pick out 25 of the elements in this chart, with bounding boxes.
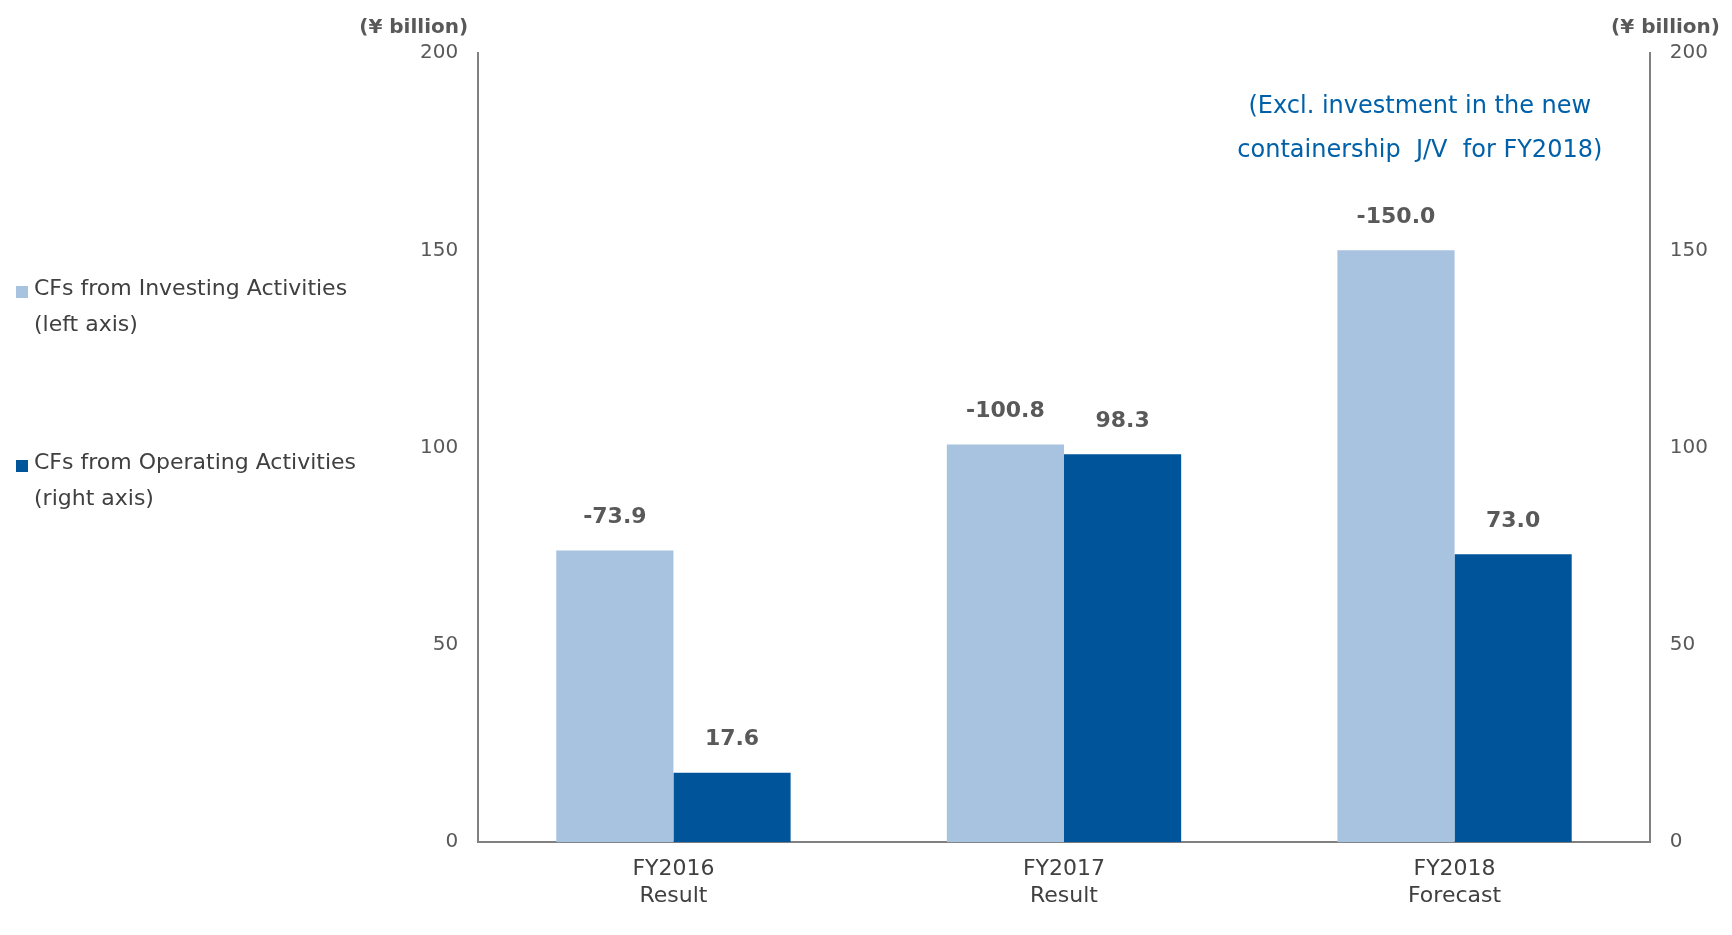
- x-tick-label: FY2017 Result: [1022, 855, 1106, 907]
- y-axis-title: (¥ billion): [359, 14, 469, 39]
- y2-axis-title: (¥ billion): [1611, 14, 1720, 39]
- annotation: (Excl. investment in the new containership J/V for FY2018): [1237, 91, 1603, 164]
- y2-tick-label: 200: [1669, 39, 1709, 64]
- y-tick-label: 0: [445, 828, 459, 853]
- y-tick-label: 50: [432, 631, 459, 656]
- legend-label: CFs from Investing Activities (left axis): [34, 274, 348, 338]
- y2-tick-label: 150: [1669, 236, 1709, 261]
- x-tick-label: FY2018 Forecast: [1408, 855, 1502, 907]
- bar: [673, 772, 791, 843]
- legend-label: CFs from Operating Activities (right axis): [34, 448, 357, 512]
- y-tick-label: 100: [419, 433, 459, 458]
- y2-tick-label: 0: [1669, 828, 1683, 853]
- data-label: 98.3: [1095, 407, 1150, 433]
- y-tick-label: 150: [419, 236, 459, 261]
- data-label: 73.0: [1485, 506, 1541, 532]
- x-tick-label: FY2016 Result: [632, 855, 715, 907]
- y2-tick-label: 100: [1669, 433, 1709, 458]
- data-label: -150.0: [1356, 203, 1436, 229]
- data-label: -73.9: [583, 503, 647, 529]
- y-tick-label: 200: [419, 39, 459, 64]
- y2-tick-label: 50: [1669, 631, 1696, 656]
- data-label: 17.6: [704, 725, 760, 751]
- data-label: -100.8: [966, 397, 1045, 423]
